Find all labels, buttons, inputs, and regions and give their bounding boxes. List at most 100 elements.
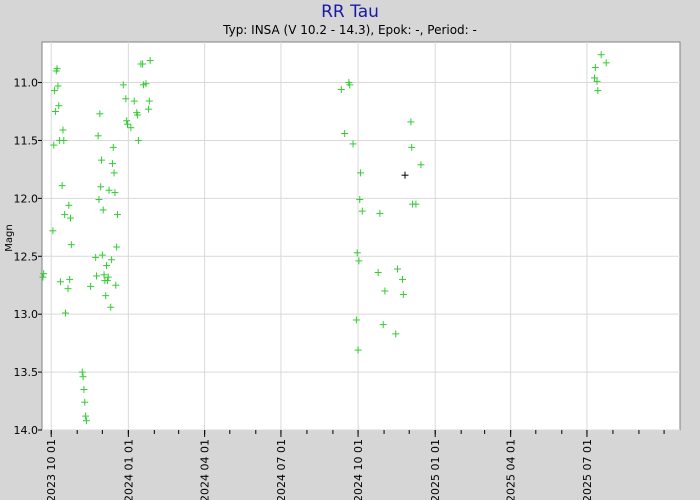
data-point [109, 143, 117, 151]
chart-title: RR Tau [321, 2, 379, 22]
data-point [60, 136, 68, 144]
grid-lines [42, 42, 680, 431]
data-point [61, 211, 69, 219]
data-point [134, 136, 142, 144]
y-tick-label: 11.0 [14, 77, 39, 90]
y-tick-label: 11.5 [14, 134, 39, 147]
data-point [122, 95, 130, 103]
data-point [82, 412, 90, 420]
y-tick-label: 13.5 [14, 366, 39, 379]
data-point [393, 265, 401, 273]
data-point [124, 120, 132, 128]
data-point [98, 156, 106, 164]
chart-subtitle: Typ: INSA (V 10.2 - 14.3), Epok: -, Peri… [222, 23, 477, 37]
x-tick-label: 2024 04 01 [199, 439, 212, 500]
data-point [67, 214, 75, 222]
data-point [593, 77, 601, 85]
data-point [110, 169, 118, 177]
data-point [105, 186, 113, 194]
data-point [79, 373, 87, 381]
data-point [107, 303, 115, 311]
data-point [399, 290, 407, 298]
data-point [357, 169, 365, 177]
data-point [104, 273, 112, 281]
data-point [594, 87, 602, 95]
data-point [58, 182, 66, 190]
data-point [94, 132, 102, 140]
y-axis-label: Magn [4, 224, 15, 251]
data-point [113, 243, 121, 251]
data-point [349, 140, 357, 148]
data-point [67, 241, 75, 249]
data-point [597, 51, 605, 59]
data-point [92, 272, 100, 280]
data-point [379, 321, 387, 329]
x-tick-label: 2023 10 01 [45, 439, 58, 500]
data-point [356, 196, 364, 204]
data-point [112, 281, 120, 289]
data-point [127, 124, 135, 132]
data-point [374, 268, 382, 276]
x-tick-label: 2024 01 01 [122, 439, 135, 500]
data-point [144, 105, 152, 113]
data-point [145, 97, 153, 105]
data-point [56, 278, 64, 286]
data-point [51, 87, 59, 95]
data-point [134, 111, 142, 119]
data-point [354, 346, 362, 354]
data-point [591, 63, 599, 71]
data-point [376, 209, 384, 217]
data-point [111, 189, 119, 197]
y-tick-label: 12.5 [14, 250, 39, 263]
data-point [87, 282, 95, 290]
data-point [95, 196, 103, 204]
data-point [80, 385, 88, 393]
y-tick-label: 12.0 [14, 192, 39, 205]
data-point [142, 80, 150, 88]
data-point [65, 201, 73, 209]
y-tick-label: 13.0 [14, 308, 39, 321]
data-point [139, 60, 147, 68]
data-point [97, 183, 105, 191]
data-points [39, 51, 610, 425]
data-point [412, 200, 420, 208]
x-tick-label: 2025 01 01 [429, 439, 442, 500]
data-point [407, 118, 415, 126]
data-point [51, 107, 59, 115]
data-point [103, 277, 111, 285]
data-point [100, 271, 108, 279]
data-point [602, 59, 610, 67]
data-point [102, 292, 110, 300]
data-point [55, 102, 63, 110]
data-point [355, 257, 363, 265]
data-point [82, 417, 90, 425]
data-point [417, 161, 425, 169]
data-point [49, 227, 57, 235]
data-point [96, 110, 104, 118]
data-point [337, 85, 345, 93]
highlight-point [401, 171, 409, 179]
data-point [123, 117, 131, 125]
data-point [119, 81, 127, 89]
x-tick-label: 2025 04 01 [505, 439, 518, 500]
data-point [353, 249, 361, 257]
data-point [81, 398, 89, 406]
data-point [352, 316, 360, 324]
data-point [92, 253, 100, 261]
data-point [346, 81, 354, 89]
data-point [98, 251, 106, 259]
data-point [64, 285, 72, 293]
data-point [78, 368, 86, 376]
data-point [358, 207, 366, 215]
data-point [408, 143, 416, 151]
data-point [130, 97, 138, 105]
x-tick-label: 2024 07 01 [275, 439, 288, 500]
data-point [50, 141, 58, 149]
data-point [99, 206, 107, 214]
data-point [59, 126, 67, 134]
x-tick-label: 2024 10 01 [352, 439, 365, 500]
data-point [398, 275, 406, 283]
data-point [103, 262, 111, 270]
data-point [146, 57, 154, 65]
